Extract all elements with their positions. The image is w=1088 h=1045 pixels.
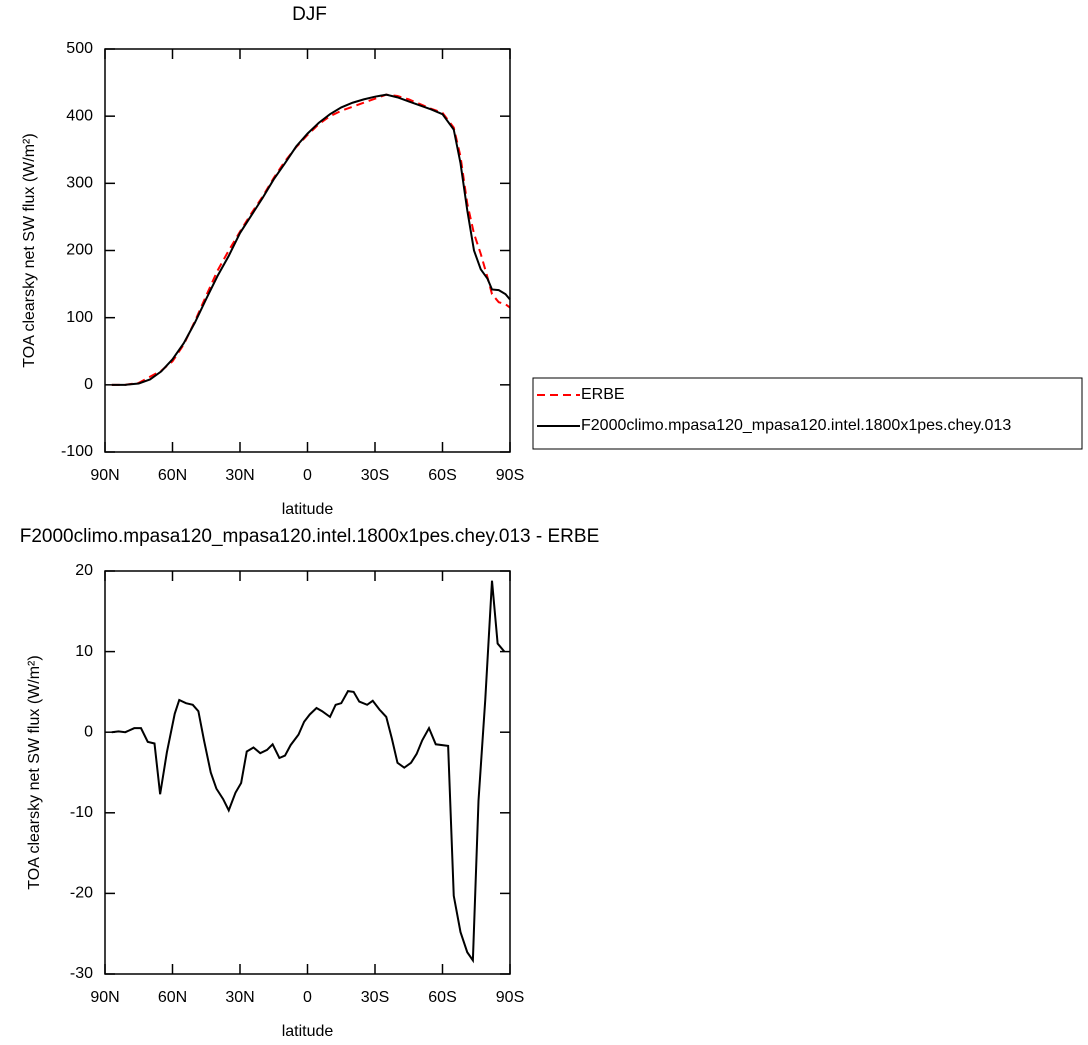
y-tick-label: 0 [84,723,93,740]
y-axis-label: TOA clearsky net SW flux (W/m²) [21,133,38,367]
x-tick-label: 90S [496,989,524,1006]
y-tick-label: -100 [61,443,93,460]
x-tick-label: 90N [90,467,119,484]
x-tick-label: 90S [496,467,524,484]
legend-box [532,377,1083,450]
x-tick-label: 30S [361,467,389,484]
legend-label: F2000climo.mpasa120_mpasa120.intel.1800x… [581,417,1011,434]
x-tick-label: 90N [90,989,119,1006]
data-line [111,580,506,964]
y-tick-label: -20 [70,885,93,902]
chart-title: DJF [292,4,327,25]
plot-frame [104,570,511,975]
x-tick-label: 0 [303,467,312,484]
y-tick-label: -30 [70,965,93,982]
x-tick-label: 60S [428,467,456,484]
x-tick-label: 30N [225,989,254,1006]
data-line [111,93,511,386]
y-tick-label: 20 [75,562,93,579]
y-tick-label: 10 [75,643,93,660]
x-tick-label: 30N [225,467,254,484]
x-tick-label: 0 [303,989,312,1006]
y-tick-label: 300 [66,175,93,192]
y-tick-label: 100 [66,309,93,326]
x-tick-label: 60S [428,989,456,1006]
y-tick-label: 400 [66,107,93,124]
x-axis-label: latitude [282,501,334,518]
y-tick-label: 500 [66,40,93,57]
plot-frame [104,48,511,453]
x-tick-label: 60N [158,467,187,484]
y-tick-label: 200 [66,242,93,259]
data-line [111,93,511,386]
legend-label: ERBE [581,386,625,403]
y-axis-label: TOA clearsky net SW flux (W/m²) [26,655,43,889]
x-axis-label: latitude [282,1023,334,1040]
y-tick-label: 0 [84,376,93,393]
x-tick-label: 60N [158,989,187,1006]
x-tick-label: 30S [361,989,389,1006]
chart-title: F2000climo.mpasa120_mpasa120.intel.1800x… [20,526,600,547]
y-tick-label: -10 [70,804,93,821]
